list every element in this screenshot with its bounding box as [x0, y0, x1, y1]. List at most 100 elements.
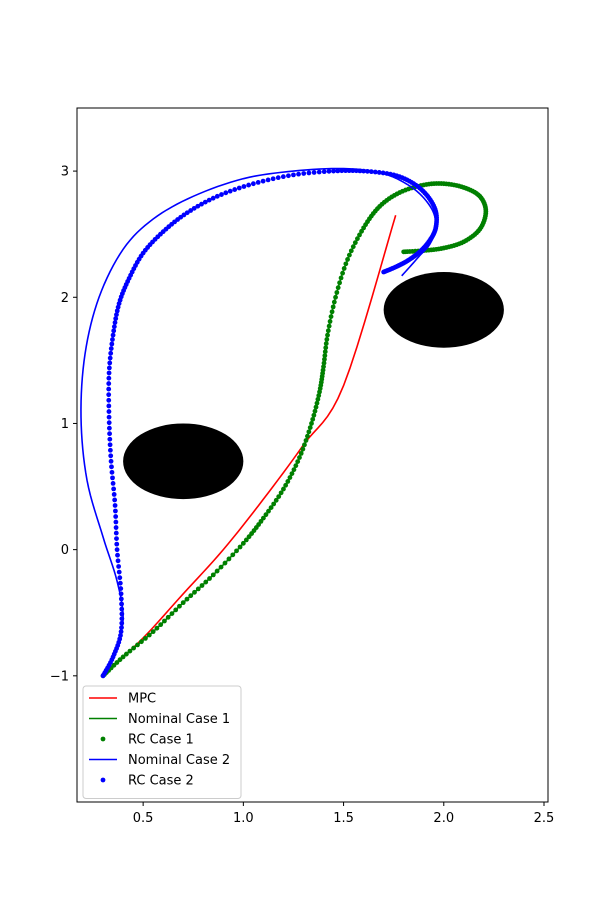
point-rc-case-2	[119, 625, 124, 630]
point-rc-case-1	[322, 356, 327, 362]
point-rc-case-1	[401, 249, 407, 255]
point-rc-case-1	[214, 568, 220, 574]
point-rc-case-2	[270, 176, 276, 182]
point-rc-case-1	[324, 337, 330, 342]
point-rc-case-1	[322, 349, 328, 355]
legend-swatch-rc-case-1	[100, 736, 106, 742]
point-rc-case-1	[268, 505, 274, 510]
point-rc-case-1	[327, 318, 333, 324]
point-rc-case-2	[106, 420, 112, 426]
y-tick-label: −1	[50, 669, 69, 684]
point-rc-case-1	[226, 556, 232, 562]
point-rc-case-1	[321, 364, 326, 370]
point-rc-case-2	[210, 195, 216, 201]
point-rc-case-2	[232, 187, 238, 192]
point-rc-case-2	[191, 205, 197, 211]
x-tick-label: 1.0	[233, 811, 254, 826]
point-rc-case-2	[118, 586, 124, 591]
point-rc-case-2	[368, 169, 374, 175]
point-rc-case-2	[380, 170, 386, 176]
point-rc-case-2	[108, 453, 114, 459]
point-rc-case-2	[114, 536, 119, 541]
point-rc-case-1	[263, 512, 269, 518]
point-rc-case-1	[309, 421, 314, 426]
point-rc-case-1	[234, 548, 239, 554]
point-rc-case-2	[106, 403, 112, 409]
point-rc-case-1	[333, 294, 338, 300]
obstacles-layer	[123, 272, 504, 500]
point-rc-case-2	[214, 193, 220, 199]
point-rc-case-1	[158, 622, 164, 628]
point-rc-case-1	[271, 501, 277, 507]
point-rc-case-1	[321, 360, 327, 366]
point-rc-case-1	[312, 408, 318, 414]
point-rc-case-2	[350, 168, 356, 174]
point-rc-case-1	[117, 657, 123, 663]
point-rc-case-1	[323, 345, 329, 351]
point-rc-case-1	[120, 654, 126, 660]
point-rc-case-1	[341, 266, 347, 271]
point-rc-case-2	[381, 269, 387, 275]
point-rc-case-2	[117, 580, 123, 586]
point-rc-case-1	[192, 589, 197, 595]
point-rc-case-1	[313, 404, 319, 410]
point-rc-case-1	[240, 540, 246, 546]
point-rc-case-1	[337, 280, 342, 286]
point-rc-case-1	[222, 560, 228, 566]
point-rc-case-1	[350, 244, 356, 250]
point-rc-case-2	[109, 464, 114, 470]
point-rc-case-1	[165, 614, 171, 620]
point-rc-case-1	[298, 450, 304, 456]
obstacle-2	[383, 272, 504, 348]
point-rc-case-2	[106, 409, 112, 414]
point-rc-case-1	[285, 479, 291, 484]
point-rc-case-2	[106, 370, 112, 376]
point-rc-case-1	[199, 583, 205, 588]
point-rc-case-1	[322, 353, 328, 358]
point-rc-case-2	[188, 208, 194, 213]
x-axis: 0.5 1.0 1.5 2.0 2.5	[133, 802, 555, 826]
point-rc-case-1	[150, 629, 156, 635]
point-rc-case-2	[236, 185, 242, 191]
legend: MPC Nominal Case 1 RC Case 1 Nominal Case 2…	[82, 685, 242, 799]
point-rc-case-2	[106, 375, 112, 381]
point-rc-case-2	[114, 541, 120, 547]
point-rc-case-2	[113, 530, 119, 536]
point-rc-case-2	[112, 497, 118, 503]
y-tick-label: 3	[61, 165, 69, 180]
point-rc-case-2	[353, 168, 359, 174]
point-rc-case-2	[109, 469, 115, 475]
point-rc-case-2	[306, 170, 312, 176]
obstacle-1	[123, 423, 244, 500]
point-rc-case-2	[112, 503, 118, 508]
point-rc-case-2	[223, 190, 229, 196]
point-rc-case-2	[111, 328, 117, 334]
point-rc-case-1	[162, 618, 167, 624]
point-rc-case-2	[219, 192, 224, 197]
point-rc-case-1	[146, 632, 152, 638]
point-rc-case-2	[106, 386, 112, 392]
point-rc-case-2	[246, 182, 252, 188]
point-rc-case-1	[355, 236, 360, 242]
x-tick-label: 1.5	[333, 811, 354, 826]
point-rc-case-2	[265, 177, 271, 183]
point-rc-case-2	[119, 601, 124, 607]
point-rc-case-1	[180, 600, 186, 606]
point-rc-case-2	[107, 360, 113, 366]
point-rc-case-2	[113, 508, 118, 514]
point-rc-case-2	[346, 168, 352, 174]
point-rc-case-2	[286, 173, 291, 179]
point-rc-case-2	[321, 169, 327, 175]
point-rc-case-2	[357, 168, 363, 174]
legend-label-rc-case-1: RC Case 1	[128, 733, 194, 748]
point-rc-case-1	[306, 429, 312, 435]
point-rc-case-2	[331, 168, 336, 174]
point-rc-case-2	[111, 492, 117, 497]
point-rc-case-1	[210, 572, 216, 578]
x-tick-label: 2.5	[534, 811, 555, 826]
point-rc-case-2	[106, 425, 112, 431]
point-rc-case-1	[307, 425, 313, 431]
point-rc-case-2	[108, 458, 114, 464]
